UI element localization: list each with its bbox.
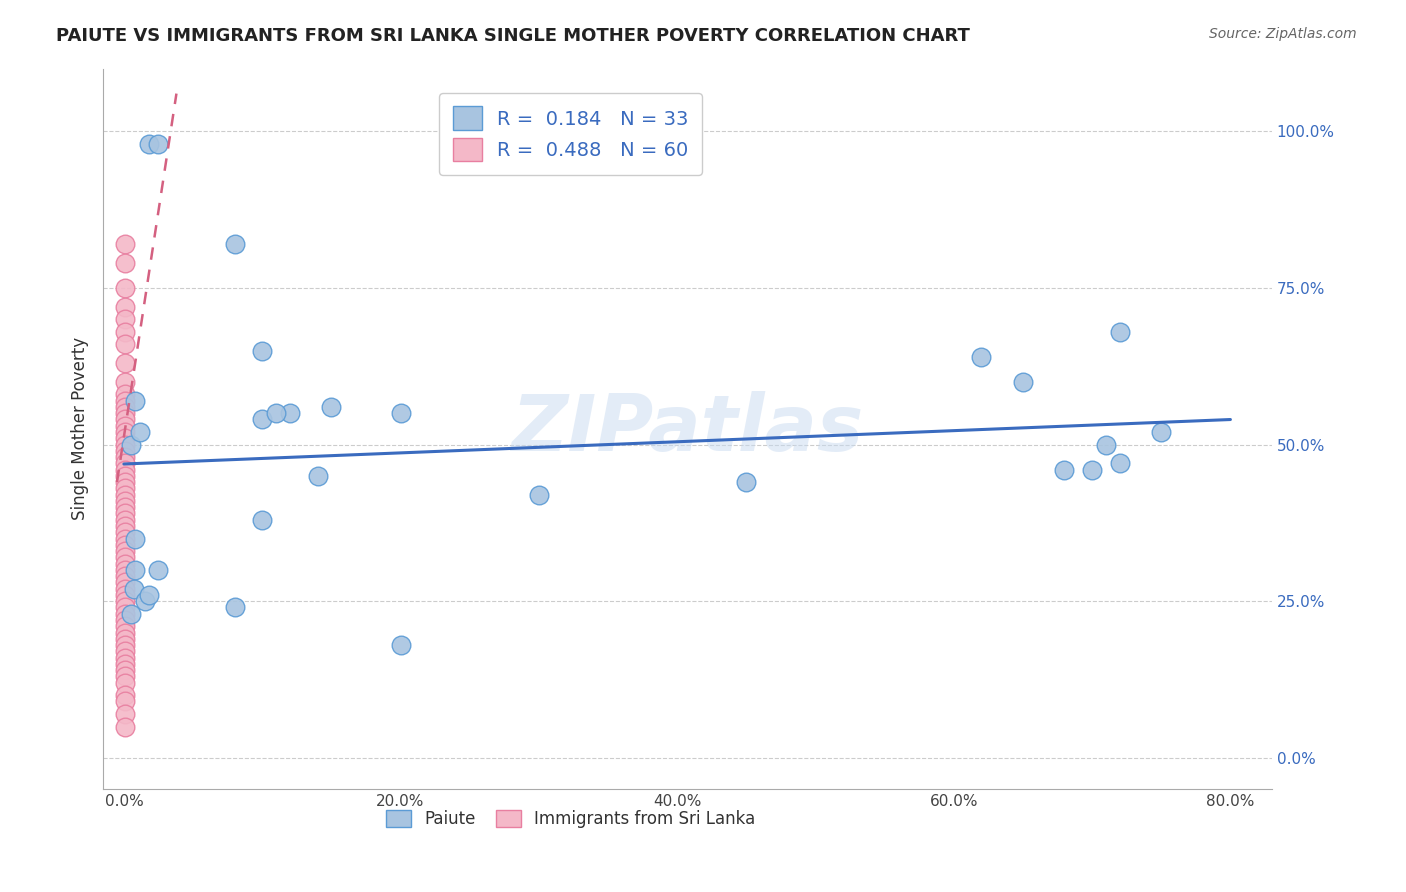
Legend: Paiute, Immigrants from Sri Lanka: Paiute, Immigrants from Sri Lanka [380,804,762,835]
Point [124,563,146,577]
Point [1081,462,1104,476]
Point [114,644,136,658]
Point [114,525,136,540]
Point [114,412,136,426]
Point [114,507,136,521]
Point [114,519,136,533]
Point [114,675,136,690]
Point [148,136,170,151]
Point [1108,325,1130,339]
Point [114,281,136,295]
Point [114,325,136,339]
Point [114,657,136,671]
Point [114,356,136,370]
Point [114,450,136,464]
Point [735,475,758,490]
Point [1012,375,1035,389]
Point [114,538,136,552]
Point [124,393,146,408]
Point [114,482,136,496]
Point [321,400,343,414]
Point [114,575,136,590]
Point [122,582,145,596]
Point [114,563,136,577]
Point [278,406,301,420]
Point [124,532,146,546]
Text: Source: ZipAtlas.com: Source: ZipAtlas.com [1209,27,1357,41]
Point [114,594,136,608]
Point [114,694,136,708]
Point [114,475,136,490]
Point [527,488,550,502]
Point [114,375,136,389]
Point [114,431,136,445]
Point [114,663,136,677]
Point [114,600,136,615]
Point [114,513,136,527]
Point [114,393,136,408]
Point [114,494,136,508]
Point [1108,456,1130,470]
Point [114,532,136,546]
Point [1053,462,1076,476]
Point [389,406,412,420]
Point [114,582,136,596]
Point [1095,437,1118,451]
Point [129,425,152,439]
Point [114,619,136,633]
Point [114,237,136,252]
Point [114,638,136,652]
Point [114,406,136,420]
Point [224,600,246,615]
Point [114,544,136,558]
Point [114,650,136,665]
Point [114,387,136,401]
Point [250,513,273,527]
Point [114,488,136,502]
Point [114,337,136,351]
Point [114,418,136,433]
Point [120,437,142,451]
Point [114,720,136,734]
Point [114,706,136,721]
Point [114,468,136,483]
Point [114,613,136,627]
Point [114,443,136,458]
Point [114,550,136,565]
Point [114,569,136,583]
Point [250,343,273,358]
Y-axis label: Single Mother Poverty: Single Mother Poverty [72,337,89,520]
Point [224,237,246,252]
Point [389,638,412,652]
Point [148,563,170,577]
Point [1150,425,1173,439]
Point [114,400,136,414]
Point [138,588,160,602]
Point [134,594,156,608]
Text: ZIPatlas: ZIPatlas [512,391,863,467]
Point [114,425,136,439]
Point [114,625,136,640]
Point [114,557,136,571]
Point [114,669,136,683]
Point [114,312,136,326]
Point [307,468,329,483]
Point [114,688,136,702]
Point [114,256,136,270]
Point [114,456,136,470]
Point [250,412,273,426]
Point [970,350,993,364]
Point [114,437,136,451]
Point [114,462,136,476]
Point [114,607,136,621]
Point [114,500,136,515]
Point [138,136,160,151]
Point [264,406,287,420]
Text: PAIUTE VS IMMIGRANTS FROM SRI LANKA SINGLE MOTHER POVERTY CORRELATION CHART: PAIUTE VS IMMIGRANTS FROM SRI LANKA SING… [56,27,970,45]
Point [114,632,136,646]
Point [120,607,142,621]
Point [114,588,136,602]
Point [114,300,136,314]
